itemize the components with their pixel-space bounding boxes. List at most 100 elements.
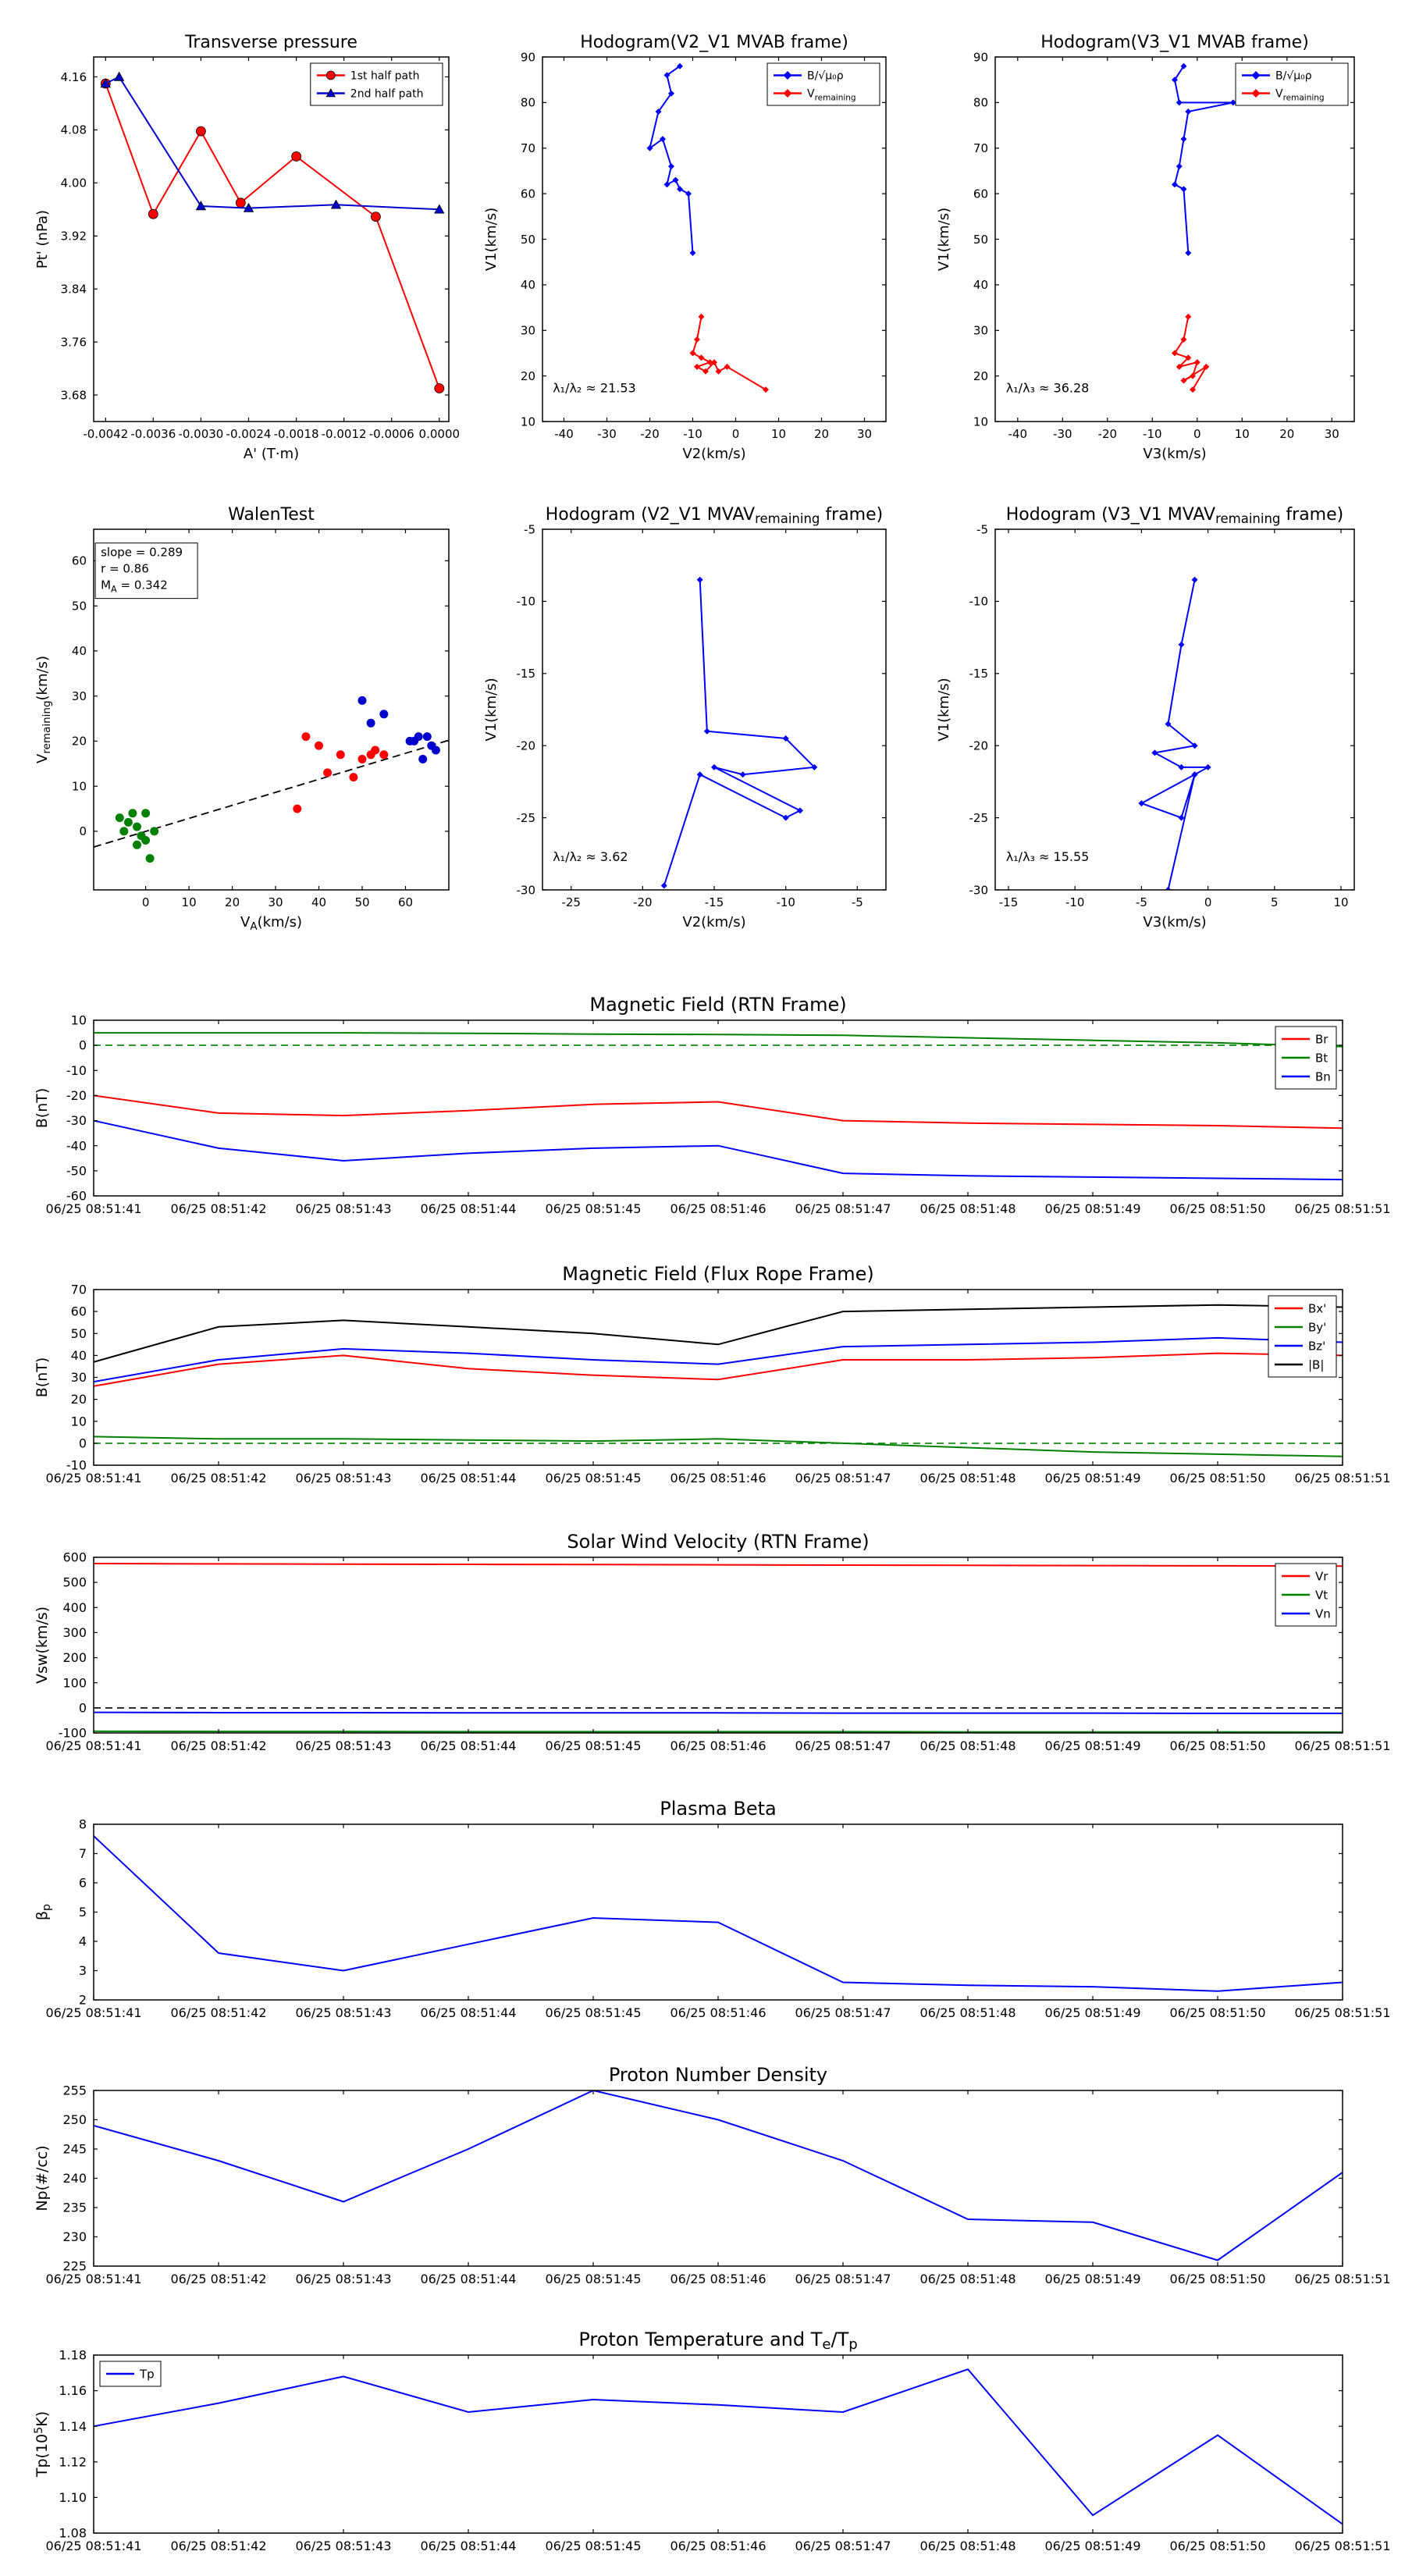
svg-text:06/25 08:51:49: 06/25 08:51:49	[1044, 1201, 1140, 1216]
svg-text:06/25 08:51:51: 06/25 08:51:51	[1294, 1738, 1390, 1753]
x-axis-label: V2(km/s)	[682, 446, 745, 462]
svg-text:-0.0006: -0.0006	[369, 427, 414, 441]
svg-text:-0.0042: -0.0042	[83, 427, 128, 441]
svg-text:0: 0	[79, 1701, 87, 1716]
y-axis-label: Vsw(km/s)	[34, 1606, 51, 1684]
svg-text:3.76: 3.76	[61, 335, 87, 349]
chart-svg: -40 -30 -20 -10 0 10 20 30 10 20 30 40 50 60 70 80 90 Hod…	[480, 20, 902, 476]
x-ticks: 06/25 08:51:41 06/25 08:51:42 06/25 08:51:…	[45, 1290, 1391, 1485]
svg-text:-0.0030: -0.0030	[178, 427, 223, 441]
svg-text:06/25 08:51:42: 06/25 08:51:42	[170, 1471, 266, 1485]
svg-text:1.08: 1.08	[59, 2526, 87, 2541]
y-ticks: 0 10 20 30 40 50 60	[72, 554, 449, 838]
svg-text:-10: -10	[1065, 895, 1085, 909]
svg-text:06/25 08:51:42: 06/25 08:51:42	[170, 2005, 266, 2020]
chart-svg: 06/25 08:51:41 06/25 08:51:42 06/25 08:51:…	[12, 2320, 1401, 2560]
series-Vremaining	[1172, 313, 1210, 393]
svg-text:-25: -25	[969, 811, 989, 825]
axes-frame	[93, 56, 450, 422]
svg-text:-5: -5	[852, 895, 863, 909]
svg-text:-40: -40	[554, 427, 574, 441]
svg-text:10: 10	[973, 415, 988, 429]
svg-text:06/25 08:51:51: 06/25 08:51:51	[1294, 1471, 1390, 1485]
svg-text:20: 20	[71, 1392, 87, 1407]
svg-text:10: 10	[71, 1013, 87, 1028]
svg-text:-20: -20	[633, 895, 653, 909]
svg-text:06/25 08:51:45: 06/25 08:51:45	[545, 2005, 641, 2020]
svg-text:06/25 08:51:44: 06/25 08:51:44	[420, 1738, 516, 1753]
x-ticks: 06/25 08:51:41 06/25 08:51:42 06/25 08:51:…	[45, 2090, 1391, 2286]
svg-text:-25: -25	[561, 895, 581, 909]
chart-hodogram-v2v1-mvab: -40 -30 -20 -10 0 10 20 30 10 20 30 40 50 60 70 80 90 Hod…	[480, 20, 902, 476]
y-axis-label: V1(km/s)	[483, 208, 500, 271]
svg-text:06/25 08:51:46: 06/25 08:51:46	[670, 1471, 766, 1485]
svg-text:06/25 08:51:43: 06/25 08:51:43	[295, 2539, 391, 2553]
svg-text:-40: -40	[66, 1138, 87, 1153]
svg-text:06/25 08:51:49: 06/25 08:51:49	[1044, 2272, 1140, 2286]
x-ticks: -0.0042 -0.0036 -0.0030 -0.0024 -0.0018 -0.00…	[83, 57, 460, 441]
svg-text:3.68: 3.68	[61, 388, 87, 402]
chart-title: Hodogram(V2_V1 MVAB frame)	[580, 33, 848, 52]
svg-text:-25: -25	[517, 811, 536, 825]
svg-text:06/25 08:51:44: 06/25 08:51:44	[420, 2539, 516, 2553]
series-Np	[94, 2090, 1343, 2261]
svg-text:06/25 08:51:48: 06/25 08:51:48	[919, 2005, 1016, 2020]
x-axis-label: VA​(km/s)	[240, 914, 302, 933]
svg-text:90: 90	[973, 50, 988, 64]
svg-text:06/25 08:51:47: 06/25 08:51:47	[795, 2272, 891, 2286]
svg-text:1.16: 1.16	[59, 2383, 87, 2398]
svg-text:-10: -10	[969, 595, 989, 609]
svg-text:-0.0024: -0.0024	[226, 427, 272, 441]
svg-text:225: 225	[62, 2259, 87, 2274]
svg-text:06/25 08:51:50: 06/25 08:51:50	[1169, 1738, 1265, 1753]
svg-text:06/25 08:51:41: 06/25 08:51:41	[45, 2272, 141, 2286]
svg-text:Tp: Tp	[139, 2367, 155, 2381]
annotation: λ₁/λ₃ ≈ 15.55	[1006, 849, 1090, 864]
svg-text:250: 250	[62, 2112, 87, 2127]
plot-area	[660, 576, 818, 889]
svg-text:Bn: Bn	[1315, 1069, 1331, 1083]
svg-text:06/25 08:51:45: 06/25 08:51:45	[545, 1738, 641, 1753]
svg-text:50: 50	[71, 1326, 87, 1341]
svg-text:06/25 08:51:51: 06/25 08:51:51	[1294, 1201, 1390, 1216]
svg-text:60: 60	[521, 187, 535, 201]
chart-svg: -40 -30 -20 -10 0 10 20 30 10 20 30 40 50 60 70 80 90 Hod…	[933, 20, 1370, 476]
series-Br	[94, 1094, 1343, 1130]
svg-text:06/25 08:51:43: 06/25 08:51:43	[295, 1471, 391, 1485]
plot-area	[100, 71, 445, 393]
chart-svg: 06/25 08:51:41 06/25 08:51:42 06/25 08:51:…	[12, 1522, 1401, 1760]
svg-text:06/25 08:51:46: 06/25 08:51:46	[670, 2005, 766, 2020]
svg-text:Vn: Vn	[1315, 1606, 1331, 1621]
svg-text:30: 30	[1325, 427, 1339, 441]
x-axis-label: V3(km/s)	[1143, 446, 1206, 462]
svg-text:-10: -10	[66, 1063, 87, 1078]
y-axis-label: V1(km/s)	[936, 678, 952, 741]
svg-text:7: 7	[79, 1846, 87, 1861]
y-axis-label: Np(#/cc)	[34, 2145, 51, 2211]
svg-text:2: 2	[79, 1993, 87, 2008]
series-beta	[94, 1835, 1343, 1992]
svg-text:50: 50	[973, 233, 988, 247]
svg-text:06/25 08:51:51: 06/25 08:51:51	[1294, 2005, 1390, 2020]
y-axis-label: B(nT)	[34, 1088, 51, 1129]
svg-text:Vr: Vr	[1315, 1569, 1329, 1583]
y-ticks: 10 20 30 40 50 60 70 80 90	[973, 50, 1354, 429]
x-axis-label: V2(km/s)	[682, 914, 745, 930]
svg-text:Br: Br	[1315, 1032, 1329, 1046]
svg-text:06/25 08:51:45: 06/25 08:51:45	[545, 1201, 641, 1216]
legend: Bx' By' Bz' |B|	[1268, 1295, 1337, 1378]
annotation: λ₁/λ₃ ≈ 36.28	[1006, 381, 1090, 396]
svg-text:B/√μ₀ρ: B/√μ₀ρ	[1275, 69, 1312, 82]
svg-text:255: 255	[62, 2083, 87, 2098]
y-ticks: -30 -25 -20 -15 -10 -5	[969, 522, 1354, 897]
svg-text:06/25 08:51:45: 06/25 08:51:45	[545, 2272, 641, 2286]
svg-text:06/25 08:51:46: 06/25 08:51:46	[670, 1738, 766, 1753]
svg-text:06/25 08:51:42: 06/25 08:51:42	[170, 2272, 266, 2286]
series-V	[660, 576, 818, 889]
series-Bx-	[94, 1352, 1343, 1387]
svg-text:20: 20	[521, 369, 535, 383]
svg-text:-10: -10	[683, 427, 702, 441]
svg-text:06/25 08:51:44: 06/25 08:51:44	[420, 2272, 516, 2286]
